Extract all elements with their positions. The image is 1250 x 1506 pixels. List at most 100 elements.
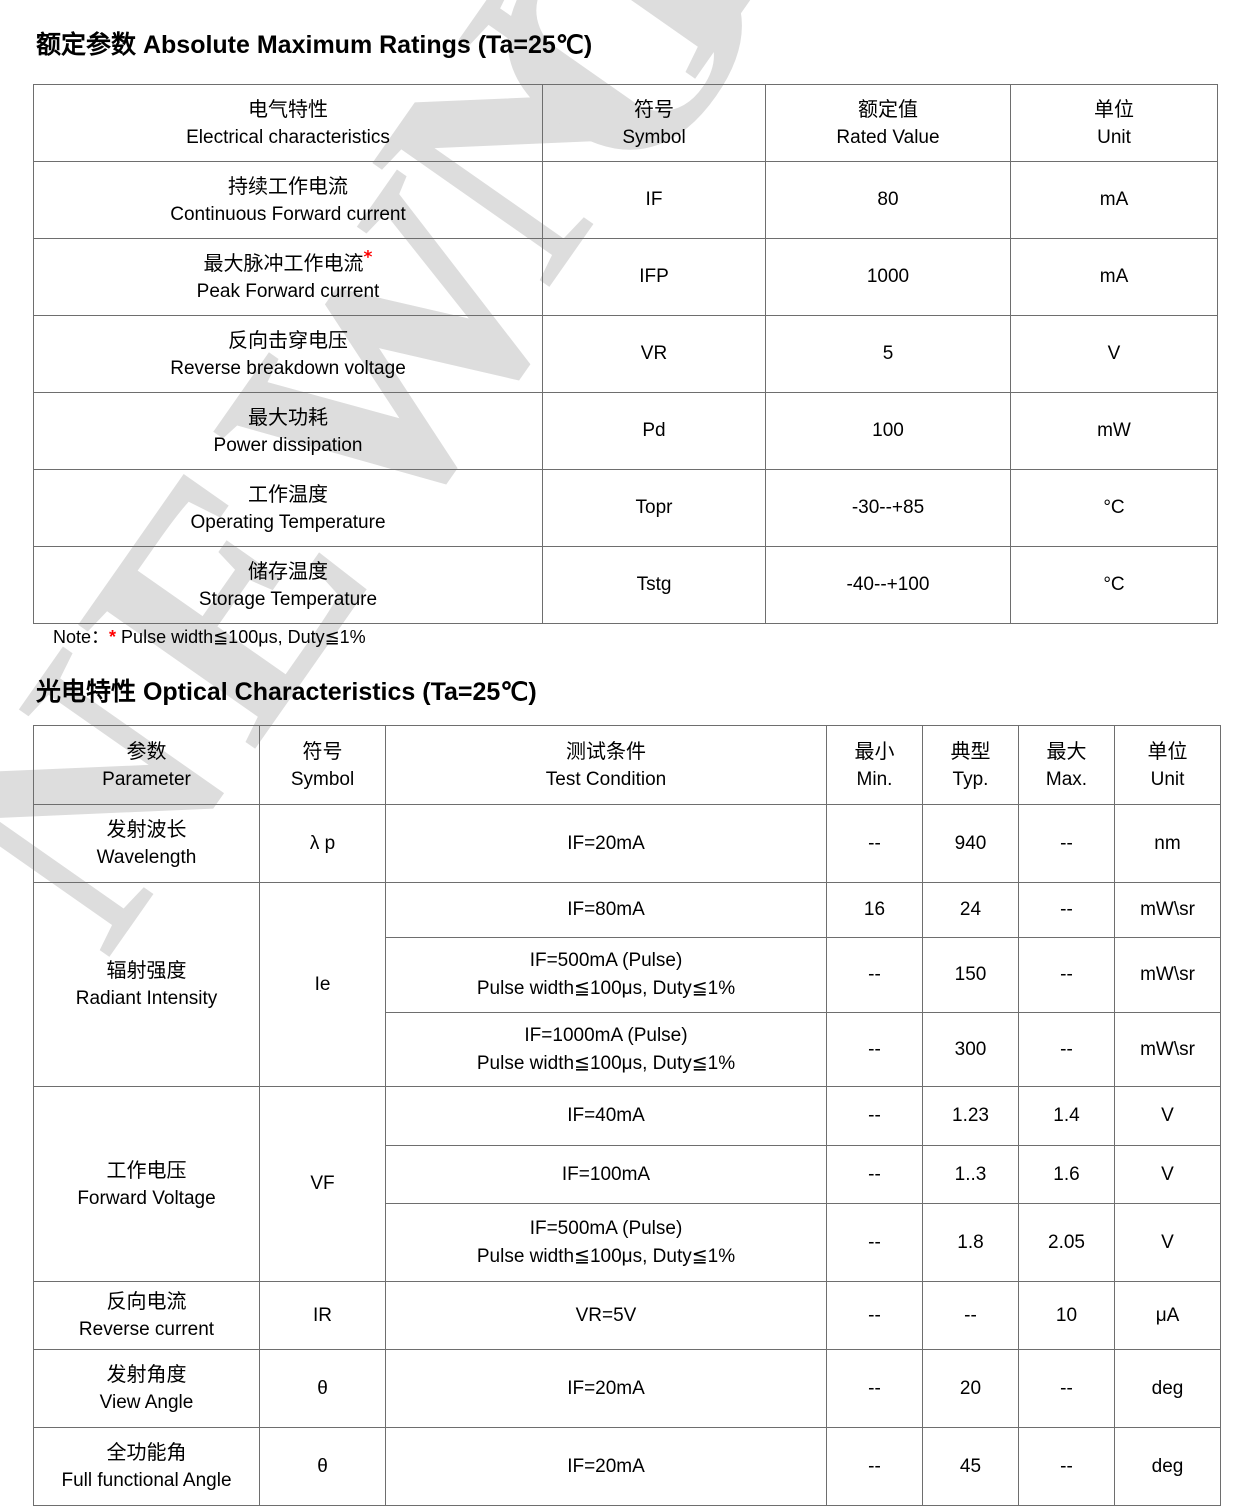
row-unit: mW\sr [1114,937,1221,1013]
optical-characteristics-table: 参数 Parameter 符号 Symbol 测试条件 Test Conditi… [33,725,1221,1506]
row-min: -- [826,1086,923,1146]
row-unit: mW\sr [1114,1012,1221,1087]
condition-line-1: IF=500mA (Pulse) [529,1217,683,1239]
header-cn: 参数 [126,738,167,763]
row-test-condition: VR=5V [385,1281,827,1350]
section-title-absolute-maximum-ratings: 额定参数 Absolute Maximum Ratings (Ta=25℃) [36,32,592,58]
parameter-cn: 反向电流 [106,1289,187,1314]
header-parameter: 参数 Parameter [33,725,260,805]
condition-line-2: Pulse width≦100μs, Duty≦1% [476,1245,736,1267]
table-row: 最大脉冲工作电流* Peak Forward current IFP 1000 … [33,238,1218,316]
row-rated-value: -30--+85 [765,469,1011,547]
row-rated-value: 1000 [765,238,1011,316]
header-test-condition: 测试条件 Test Condition [385,725,827,805]
row-characteristic: 最大功耗 Power dissipation [33,392,543,470]
row-test-condition: IF=20mA [385,1349,827,1428]
table-row: 反向击穿电压 Reverse breakdown voltage VR 5 V [33,315,1218,393]
row-parameter: 发射角度 View Angle [33,1349,260,1428]
row-symbol: Ie [259,882,386,1087]
row-characteristic: 工作温度 Operating Temperature [33,469,543,547]
row-rated-value: 5 [765,315,1011,393]
condition-line-1: IF=500mA (Pulse) [529,950,683,972]
row-parameter: 反向电流 Reverse current [33,1281,260,1350]
section-title-cn: 额定参数 [36,30,137,59]
condition-line-2: Pulse width≦100μs, Duty≦1% [476,1052,736,1074]
row-symbol: IF [542,161,766,239]
row-parameter: 辐射强度 Radiant Intensity [33,882,260,1087]
row-test-condition: IF=500mA (Pulse) Pulse width≦100μs, Duty… [385,1203,827,1282]
parameter-cn: 工作电压 [106,1157,187,1182]
header-en: Max. [1045,768,1088,790]
header-cn: 最小 [854,738,895,763]
row-max: -- [1018,882,1115,938]
row-test-condition: IF=40mA [385,1086,827,1146]
row-characteristic: 持续工作电流 Continuous Forward current [33,161,543,239]
row-unit: mA [1010,238,1218,316]
footnote-note: Note：* Pulse width≦100μs, Duty≦1% [53,628,366,646]
row-min: -- [826,1145,923,1204]
parameter-en: Reverse current [78,1319,215,1341]
row-test-condition: IF=100mA [385,1145,827,1204]
table-row: 最大功耗 Power dissipation Pd 100 mW [33,392,1218,470]
row-max: -- [1018,937,1115,1013]
parameter-en: Full functional Angle [61,1470,232,1492]
row-unit: deg [1114,1427,1221,1506]
header-symbol: 符号 Symbol [259,725,386,805]
header-en: Unit [1097,126,1131,148]
row-min: -- [826,937,923,1013]
row-min: -- [826,1349,923,1428]
row-parameter: 工作电压 Forward Voltage [33,1086,260,1282]
absolute-maximum-ratings-table: 电气特性 Electrical characteristics 符号 Symbo… [33,84,1218,624]
table-row: 储存温度 Storage Temperature Tstg -40--+100 … [33,546,1218,624]
row-min: -- [826,804,923,883]
parameter-cn: 发射角度 [106,1362,187,1387]
characteristic-en: Operating Temperature [190,511,386,533]
row-max: -- [1018,1427,1115,1506]
row-min: 16 [826,882,923,938]
row-symbol: Tstg [542,546,766,624]
header-en: Min. [856,768,893,790]
characteristic-en: Reverse breakdown voltage [170,357,406,379]
note-text: Pulse width≦100μs, Duty≦1% [116,627,366,647]
header-en: Unit [1150,768,1185,790]
row-unit: V [1114,1145,1221,1204]
header-electrical-characteristics: 电气特性 Electrical characteristics [33,84,543,162]
row-parameter: 全功能角 Full functional Angle [33,1427,260,1506]
row-test-condition: IF=20mA [385,804,827,883]
characteristic-cn: 反向击穿电压 [228,327,348,352]
row-unit: °C [1010,546,1218,624]
header-cn: 测试条件 [566,738,646,763]
table-header-row: 电气特性 Electrical characteristics 符号 Symbo… [33,84,1218,162]
footnote-asterisk: * [363,247,373,268]
row-test-condition: IF=20mA [385,1427,827,1506]
section-title-optical-characteristics: 光电特性 Optical Characteristics (Ta=25℃) [36,679,537,705]
characteristic-en: Peak Forward current [196,280,380,302]
section-title-en: Absolute Maximum Ratings (Ta=25℃) [142,31,593,59]
header-min: 最小 Min. [826,725,923,805]
row-symbol: VF [259,1086,386,1282]
row-max: 2.05 [1018,1203,1115,1282]
row-max: 1.4 [1018,1086,1115,1146]
note-prefix: Note： [53,627,110,647]
row-symbol: IR [259,1281,386,1350]
section-title-en: Optical Characteristics (Ta=25℃) [142,678,537,706]
header-cn: 符号 [302,738,343,763]
row-typ: 300 [922,1012,1019,1087]
row-max: -- [1018,1012,1115,1087]
header-cn: 单位 [1147,738,1188,763]
row-typ: 24 [922,882,1019,938]
header-en: Parameter [102,768,191,790]
row-test-condition: IF=500mA (Pulse) Pulse width≦100μs, Duty… [385,937,827,1013]
row-symbol: VR [542,315,766,393]
row-unit: mA [1010,161,1218,239]
row-rated-value: 100 [765,392,1011,470]
characteristic-en: Storage Temperature [198,588,378,610]
row-test-condition: IF=80mA [385,882,827,938]
table-row: 反向电流 Reverse current IR VR=5V -- -- 10 μ… [33,1281,1221,1350]
header-en: Symbol [290,768,355,790]
parameter-cn: 辐射强度 [106,958,187,983]
condition-line-1: IF=1000mA (Pulse) [524,1024,688,1046]
row-max: 1.6 [1018,1145,1115,1204]
table-row: 持续工作电流 Continuous Forward current IF 80 … [33,161,1218,239]
row-characteristic: 储存温度 Storage Temperature [33,546,543,624]
